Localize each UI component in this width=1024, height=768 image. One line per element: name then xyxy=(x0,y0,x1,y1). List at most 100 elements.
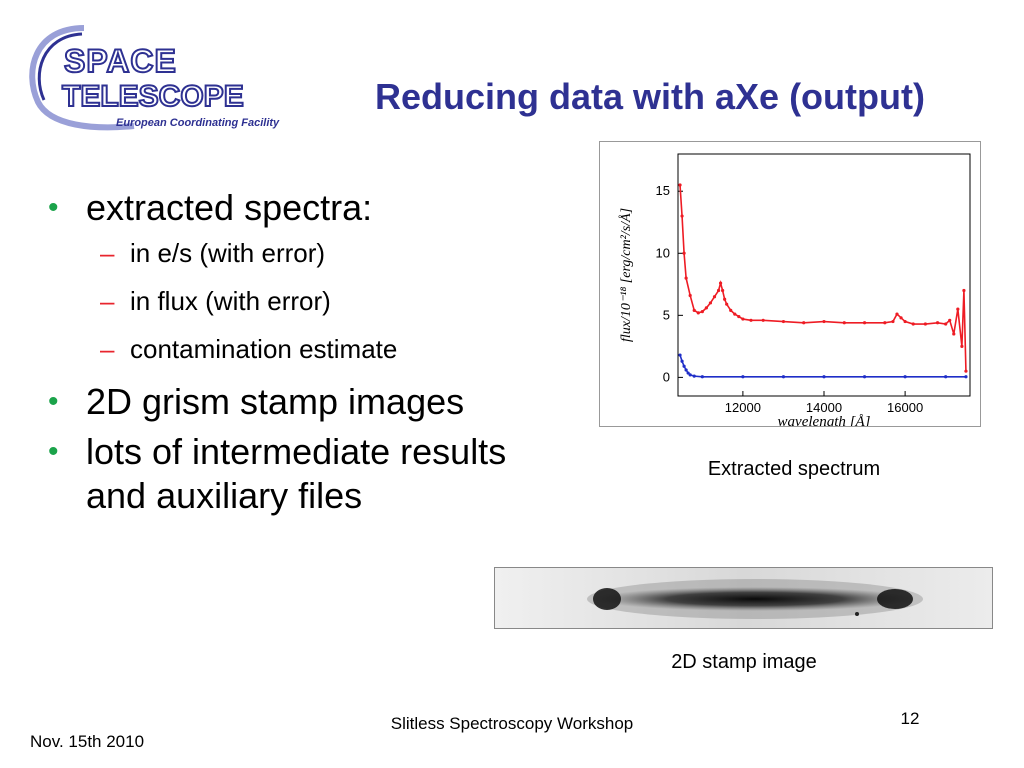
series-point-0 xyxy=(716,288,721,293)
series-point-1 xyxy=(741,375,745,379)
spectrum-caption: Extracted spectrum xyxy=(707,458,881,480)
series-point-0 xyxy=(684,276,688,280)
series-point-0 xyxy=(952,332,956,336)
sub-bullet-text: in flux (with error) xyxy=(130,286,331,316)
series-point-1 xyxy=(781,375,786,379)
series-point-0 xyxy=(712,295,717,299)
series-point-0 xyxy=(700,310,704,314)
plot-area xyxy=(677,153,971,397)
dash-icon: – xyxy=(100,238,115,268)
logo-graphic: SPACE TELESCOPE European Coordinating Fa… xyxy=(29,25,280,131)
stamp-image xyxy=(494,567,993,629)
series-point-0 xyxy=(721,288,725,293)
space-telescope-logo: SPACE TELESCOPE European Coordinating Fa… xyxy=(24,22,280,132)
series-point-0 xyxy=(781,319,786,324)
series-point-1 xyxy=(903,375,907,379)
series-point-0 xyxy=(688,293,692,298)
bullet-list: • extracted spectra: – in e/s (with erro… xyxy=(40,186,530,524)
footer-date: Nov. 15th 2010 xyxy=(30,732,145,751)
spectrum-chart: 12000 14000 16000 0 5 10 15 wavelength [Å] flux/… xyxy=(599,141,981,427)
series-point-0 xyxy=(678,183,682,187)
series-point-0 xyxy=(891,319,895,324)
series-point-1 xyxy=(682,364,686,368)
series-point-1 xyxy=(822,375,826,379)
y-tick-label: 15 xyxy=(656,183,670,198)
bullet-dot-icon: • xyxy=(48,191,59,224)
sub-bullet-list: – in e/s (with error) – in flux (with er… xyxy=(40,236,530,366)
y-tick-label: 10 xyxy=(656,245,670,260)
stamp-graphic xyxy=(495,568,992,628)
stamp-caption: 2D stamp image xyxy=(671,651,817,673)
series-point-1 xyxy=(692,374,696,378)
bullet-text: 2D grism stamp images xyxy=(86,381,465,422)
series-point-0 xyxy=(737,314,741,319)
bullet-text: lots of intermediate results and auxilia… xyxy=(86,431,507,516)
series-point-0 xyxy=(964,369,968,373)
spectrum-plot: 12000 14000 16000 0 5 10 15 wavelength [Å] flux/… xyxy=(618,153,971,426)
x-tick-label: 16000 xyxy=(887,400,923,415)
y-tick-label: 0 xyxy=(663,369,670,384)
dash-icon: – xyxy=(100,334,115,364)
series-point-0 xyxy=(682,251,686,255)
series-point-1 xyxy=(684,368,688,372)
series-point-0 xyxy=(680,214,684,218)
sub-bullet-text: contamination estimate xyxy=(130,334,398,364)
series-point-0 xyxy=(692,308,696,312)
series-point-1 xyxy=(862,375,867,379)
y-axis-label: flux/10⁻¹⁸ [erg/cm²/s/Å] xyxy=(618,208,634,342)
bullet-text: extracted spectra: xyxy=(86,187,373,228)
bullet-item: • lots of intermediate results and auxil… xyxy=(40,430,530,518)
sub-bullet-item: – in flux (with error) xyxy=(40,284,530,318)
series-point-0 xyxy=(696,311,700,315)
series-point-0 xyxy=(802,321,806,325)
series-point-0 xyxy=(729,308,733,312)
series-point-0 xyxy=(944,322,948,326)
series-point-0 xyxy=(960,344,964,348)
bullet-item: • 2D grism stamp images xyxy=(40,380,530,424)
series-point-0 xyxy=(899,316,903,320)
series-point-1 xyxy=(678,353,682,357)
series-point-0 xyxy=(733,312,737,316)
x-tick-label: 14000 xyxy=(806,400,842,415)
bullet-dot-icon: • xyxy=(48,435,59,468)
series-point-1 xyxy=(680,359,684,363)
series-point-1 xyxy=(700,375,704,379)
series-point-0 xyxy=(935,321,940,325)
series-point-0 xyxy=(725,302,729,306)
series-point-0 xyxy=(842,321,846,325)
series-point-1 xyxy=(688,373,692,377)
series-point-0 xyxy=(962,288,966,293)
bullet-dot-icon: • xyxy=(48,385,59,418)
series-point-0 xyxy=(749,318,753,322)
series-point-0 xyxy=(883,321,887,325)
series-point-0 xyxy=(718,281,723,285)
series-point-0 xyxy=(761,318,765,322)
series-point-0 xyxy=(948,318,952,322)
series-point-0 xyxy=(923,322,927,326)
svg-text:SPACE: SPACE xyxy=(64,43,177,79)
sub-bullet-text: in e/s (with error) xyxy=(130,238,326,268)
svg-text:TELESCOPE: TELESCOPE xyxy=(62,80,244,113)
series-point-0 xyxy=(822,319,826,324)
x-tick-label: 12000 xyxy=(725,400,761,415)
sub-bullet-item: – contamination estimate xyxy=(40,332,530,366)
series-point-1 xyxy=(944,375,948,379)
series-point-0 xyxy=(741,317,745,321)
dash-icon: – xyxy=(100,286,115,316)
slide-title: Reducing data with aXe (output) xyxy=(375,76,925,117)
page-number: 12 xyxy=(900,709,920,728)
svg-text:European Coordinating Facility: European Coordinating Facility xyxy=(116,117,280,129)
series-point-1 xyxy=(686,371,690,375)
series-point-0 xyxy=(903,319,907,324)
series-point-0 xyxy=(723,297,727,301)
series-point-0 xyxy=(708,301,713,305)
y-tick-label: 5 xyxy=(663,307,670,322)
bullet-item: • extracted spectra: xyxy=(40,186,530,230)
x-axis-label: wavelength [Å] xyxy=(778,414,871,426)
series-point-0 xyxy=(956,307,960,311)
sub-bullet-item: – in e/s (with error) xyxy=(40,236,530,270)
series-point-1 xyxy=(964,375,968,379)
series-point-0 xyxy=(911,322,915,326)
series-point-0 xyxy=(895,312,899,316)
series-point-0 xyxy=(704,306,708,310)
